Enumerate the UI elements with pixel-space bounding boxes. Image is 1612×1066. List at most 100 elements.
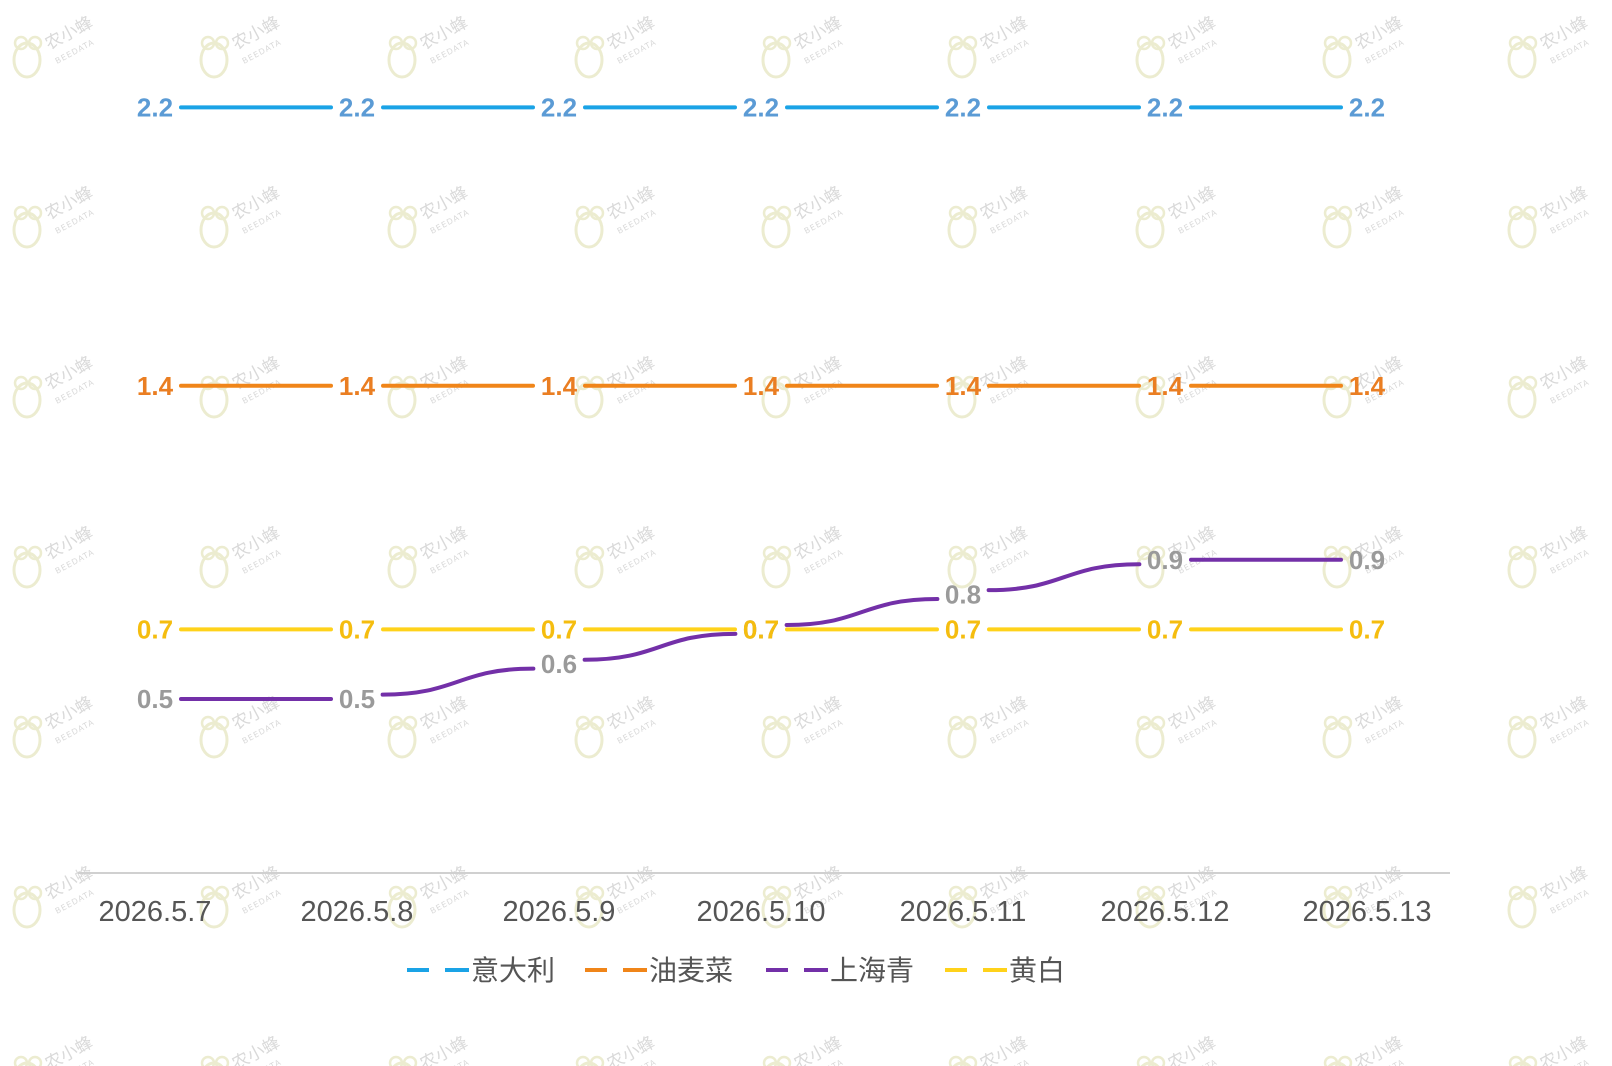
bee-wing	[1337, 885, 1353, 901]
bee-wing	[402, 205, 418, 221]
bee-wing	[200, 545, 216, 561]
data-label: 0.5	[339, 684, 375, 714]
bee-wing	[575, 205, 591, 221]
bee-wing	[1522, 35, 1538, 51]
bee-wing	[27, 375, 43, 391]
data-label: 1.4	[1349, 371, 1386, 401]
bee-wing	[200, 375, 216, 391]
bee-wing	[214, 35, 230, 51]
bee-wing	[1323, 1055, 1339, 1066]
bee-wing	[13, 375, 29, 391]
legend-label: 上海青	[830, 954, 914, 987]
bee-wing	[402, 885, 418, 901]
bee-wing	[762, 885, 778, 901]
bee-wing	[402, 715, 418, 731]
bee-wing	[1323, 205, 1339, 221]
data-label: 2.2	[743, 92, 779, 122]
bee-wing	[388, 1055, 404, 1066]
bee-wing	[200, 715, 216, 731]
bee-wing	[388, 715, 404, 731]
bee-wing	[1508, 1055, 1524, 1066]
series-line-segment	[986, 562, 1142, 593]
bee-wing	[402, 35, 418, 51]
bee-wing	[948, 1055, 964, 1066]
bee-wing	[948, 205, 964, 221]
bee-wing	[1522, 205, 1538, 221]
bee-wing	[214, 1055, 230, 1066]
bee-wing	[1522, 375, 1538, 391]
legend-item[interactable]: 上海青	[766, 954, 914, 987]
bee-wing	[1522, 545, 1538, 561]
bee-wing	[1508, 35, 1524, 51]
bee-wing	[200, 885, 216, 901]
bee-wing	[575, 545, 591, 561]
data-label: 0.7	[1349, 614, 1385, 644]
bee-wing	[1522, 715, 1538, 731]
legend-item[interactable]: 黄白	[945, 954, 1065, 987]
bee-wing	[589, 205, 605, 221]
bee-wing	[214, 375, 230, 391]
x-tick-label: 2026.5.11	[900, 896, 1027, 928]
bee-wing	[589, 545, 605, 561]
bee-wing	[776, 715, 792, 731]
legend-label: 黄白	[1009, 954, 1065, 987]
bee-wing	[962, 715, 978, 731]
data-label: 1.4	[541, 371, 578, 401]
bee-wing	[1508, 545, 1524, 561]
bee-wing	[27, 35, 43, 51]
bee-wing	[200, 205, 216, 221]
data-label: 2.2	[1349, 92, 1385, 122]
bee-wing	[1323, 715, 1339, 731]
data-label-layer: 2.2 2.2 2.2 2.2 2.2 2.2 2.2 1.4 1.4 1.4 1.4 1.4 1.4 1…	[137, 92, 1386, 714]
bee-wing	[13, 35, 29, 51]
bee-wing	[214, 545, 230, 561]
bee-wing	[589, 885, 605, 901]
bee-wing	[1136, 35, 1152, 51]
data-label: 2.2	[541, 92, 577, 122]
bee-wing	[948, 35, 964, 51]
bee-wing	[776, 1055, 792, 1066]
bee-wing	[214, 205, 230, 221]
bee-wing	[214, 715, 230, 731]
x-tick-label: 2026.5.7	[99, 896, 212, 928]
data-label: 2.2	[339, 92, 375, 122]
bee-wing	[402, 1055, 418, 1066]
x-tick-label: 2026.5.12	[1100, 896, 1229, 928]
bee-wing	[589, 1055, 605, 1066]
legend-item[interactable]: 油麦菜	[585, 954, 733, 987]
legend-item[interactable]: 意大利	[407, 954, 555, 987]
data-label: 0.7	[1147, 614, 1183, 644]
bee-wing	[1150, 205, 1166, 221]
x-tick-label: 2026.5.10	[696, 896, 825, 928]
bee-wing	[948, 375, 964, 391]
series-line-segment	[380, 666, 536, 697]
bee-wing	[13, 715, 29, 731]
bee-wing	[13, 885, 29, 901]
bee-wing	[388, 545, 404, 561]
bee-wing	[762, 715, 778, 731]
series-layer	[179, 105, 1343, 701]
bee-wing	[1150, 885, 1166, 901]
bee-wing	[1522, 885, 1538, 901]
